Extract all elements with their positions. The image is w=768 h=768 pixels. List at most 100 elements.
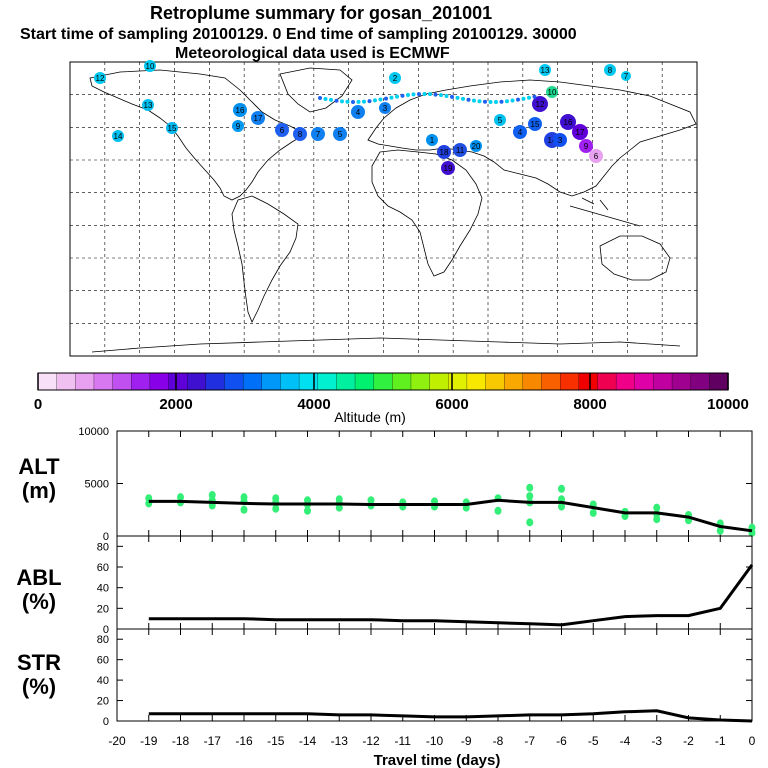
colorbar-cell <box>504 372 524 391</box>
colorbar-tick-label: 4000 <box>297 396 330 413</box>
map-plume-day-label: 17 <box>576 128 585 137</box>
map-plume-marker <box>513 125 527 139</box>
map-trail-dot <box>373 98 377 103</box>
map-plume-day-label: 2 <box>393 74 398 83</box>
x-tick-label: -2 <box>683 734 694 748</box>
map-trail-dot <box>516 97 520 102</box>
colorbar-cell <box>149 372 170 391</box>
map-plume-marker <box>426 134 438 146</box>
str-axis-label-bottom: (%) <box>21 674 57 699</box>
map-trail-dot <box>428 92 432 97</box>
colorbar-cell <box>541 372 561 391</box>
colorbar-cell <box>56 372 76 391</box>
map-plume-day-label: 12 <box>96 74 105 83</box>
x-tick-label: -20 <box>108 734 126 748</box>
map-plume-marker <box>528 117 542 131</box>
map-trail-dot <box>472 98 476 103</box>
map-plume-marker <box>572 124 588 140</box>
map-plume-marker <box>94 72 106 84</box>
map-trail-dot <box>334 98 339 103</box>
colorbar-cell <box>709 372 729 391</box>
altitude-point <box>558 484 565 493</box>
map-plume-day-label: 20 <box>472 142 481 151</box>
map-plume-marker <box>539 64 551 76</box>
alt-axis-label: ALT (m) <box>4 455 74 503</box>
map-plume-day-label: 10 <box>146 62 155 71</box>
series-line <box>148 564 754 627</box>
colorbar-cell <box>242 372 263 391</box>
map-trail-dot <box>417 92 421 97</box>
coastline-indonesia <box>569 197 641 227</box>
map-plume-day-label: 5 <box>498 116 503 125</box>
altitude-point <box>272 504 280 513</box>
colorbar-cell <box>671 372 692 391</box>
chart-title: Retroplume summary for gosan_201001 <box>150 3 493 23</box>
altitude-point <box>526 492 534 501</box>
y-tick-label: 20 <box>97 696 109 708</box>
colorbar-tick-label: 0 <box>34 396 42 413</box>
abl-panel: 80 60 40 20 0 <box>97 535 754 636</box>
map-plume-marker <box>621 71 631 81</box>
coastline-greenland <box>279 67 353 113</box>
map-plume-marker <box>389 72 401 84</box>
map-plume-day-label: 11 <box>456 146 465 155</box>
altitude-point <box>526 518 534 527</box>
colorbar-cell <box>261 372 282 391</box>
sampling-time-subtitle: Start time of sampling 20100129. 0 End t… <box>20 26 577 43</box>
altitude-point <box>526 483 534 492</box>
altitude-point <box>335 503 343 512</box>
colorbar-cell <box>429 372 449 391</box>
map-trail-dot <box>521 96 526 101</box>
colorbar-cell <box>131 372 151 391</box>
map-trail-dot <box>483 99 487 104</box>
map-plume-day-label: 15 <box>531 120 540 129</box>
y-tick-label: 10000 <box>78 426 109 438</box>
altitude-point <box>589 508 597 517</box>
x-tick-label: -6 <box>556 734 567 748</box>
map-plume-marker <box>112 130 124 142</box>
map-plume-marker <box>275 123 289 137</box>
colorbar-cell <box>298 372 319 391</box>
altitude-point <box>240 505 248 514</box>
colorbar-cell <box>522 372 543 391</box>
map-trail-dot <box>329 97 333 102</box>
map-plume-day-label: 14 <box>548 136 557 145</box>
map-trail-dot <box>384 96 388 101</box>
str-axis-label-top: STR <box>17 650 61 675</box>
map-trail-dot <box>461 96 465 101</box>
altitude-point <box>494 506 502 515</box>
map-trail-dot <box>411 92 416 97</box>
x-tick-label: -10 <box>426 734 444 748</box>
map-trail-dot <box>505 99 509 104</box>
map-plume-marker <box>251 111 265 125</box>
colorbar-cell <box>75 372 95 391</box>
colorbar-cell <box>615 372 636 391</box>
x-tick-label: -3 <box>651 734 662 748</box>
map-plume-marker <box>379 102 391 114</box>
series-line <box>148 498 753 533</box>
map-trail-dot <box>450 94 454 99</box>
map-plume-day-label: 16 <box>236 106 245 115</box>
colorbar-cell <box>280 372 300 391</box>
x-tick-label: -19 <box>140 734 158 748</box>
y-tick-label: 60 <box>97 655 109 667</box>
map-plume-marker <box>437 145 451 159</box>
y-tick-label: 20 <box>97 603 109 615</box>
colorbar-cell <box>634 372 655 391</box>
y-tick-label: 5000 <box>85 479 109 491</box>
x-tick-label: -17 <box>204 734 222 748</box>
colorbar-cells <box>37 372 729 391</box>
map-plume-marker <box>546 86 558 98</box>
coastline-africa <box>371 149 483 277</box>
map-trail-dot <box>400 93 405 98</box>
map-plume-marker <box>453 143 467 157</box>
map-trail-dot <box>455 95 460 100</box>
map-trail-dot <box>527 95 531 100</box>
map-plume-marker <box>604 64 616 76</box>
map-plume-marker <box>470 140 482 152</box>
colorbar-cell <box>187 372 207 391</box>
colorbar-cell <box>317 372 338 391</box>
x-tick-label: -13 <box>331 734 349 748</box>
